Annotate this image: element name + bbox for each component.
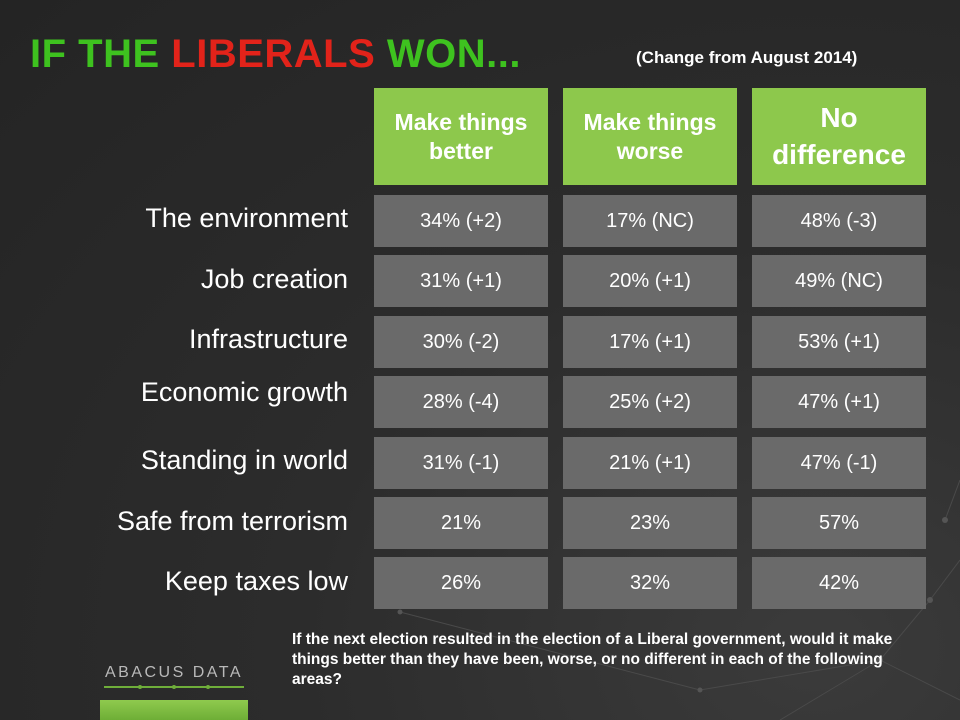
cell-infrastructure-no-difference: 53% (+1) xyxy=(752,316,926,368)
logo-line-decoration xyxy=(104,685,244,689)
cell-standing-in-world-no-difference: 47% (-1) xyxy=(752,437,926,489)
row-label-environment: The environment xyxy=(145,203,348,233)
cell-job-creation-better: 31% (+1) xyxy=(374,255,548,307)
column-header-no-difference: No difference xyxy=(752,88,926,185)
row-label-job-creation: Job creation xyxy=(200,264,348,294)
row-label-economic-growth: Economic growth xyxy=(140,377,348,407)
cell-economic-growth-better: 28% (-4) xyxy=(374,376,548,428)
cell-keep-taxes-low-better: 26% xyxy=(374,557,548,609)
row-label-infrastructure: Infrastructure xyxy=(188,324,348,354)
cell-safe-from-terrorism-no-difference: 57% xyxy=(752,497,926,549)
column-header-no-difference-line2: difference xyxy=(772,138,906,170)
row-label-standing-in-world: Standing in world xyxy=(140,445,348,475)
cell-economic-growth-worse: 25% (+2) xyxy=(563,376,737,428)
title-part-3: WON... xyxy=(375,32,521,76)
survey-question: If the next election resulted in the ele… xyxy=(292,631,893,688)
page-title: IF THE LIBERALS WON... xyxy=(30,28,521,80)
cell-standing-in-world-better: 31% (-1) xyxy=(374,437,548,489)
cell-safe-from-terrorism-worse: 23% xyxy=(563,497,737,549)
cell-job-creation-worse: 20% (+1) xyxy=(563,255,737,307)
cell-standing-in-world-worse: 21% (+1) xyxy=(563,437,737,489)
cell-safe-from-terrorism-better: 21% xyxy=(374,497,548,549)
column-header-worse-line2: worse xyxy=(616,137,684,164)
title-part-1: IF THE xyxy=(30,32,172,76)
cell-environment-better: 34% (+2) xyxy=(374,195,548,247)
column-header-better-line2: better xyxy=(429,137,493,164)
cell-environment-worse: 17% (NC) xyxy=(563,195,737,247)
cell-keep-taxes-low-no-difference: 42% xyxy=(752,557,926,609)
cell-infrastructure-worse: 17% (+1) xyxy=(563,316,737,368)
logo-green-block xyxy=(100,700,248,720)
column-header-worse: Make things worse xyxy=(563,88,737,185)
column-header-better-line1: Make things xyxy=(394,108,528,135)
logo-text: ABACUS DATA xyxy=(104,664,244,681)
row-label-safe-from-terrorism: Safe from terrorism xyxy=(116,506,348,536)
cell-job-creation-no-difference: 49% (NC) xyxy=(752,255,926,307)
cell-economic-growth-no-difference: 47% (+1) xyxy=(752,376,926,428)
cell-infrastructure-better: 30% (-2) xyxy=(374,316,548,368)
cell-environment-no-difference: 48% (-3) xyxy=(752,195,926,247)
subtitle: (Change from August 2014) xyxy=(636,48,858,67)
title-part-liberals: LIBERALS xyxy=(171,32,376,76)
column-header-better: Make things better xyxy=(374,88,548,185)
column-header-no-difference-line1: No xyxy=(820,102,858,134)
column-header-worse-line1: Make things xyxy=(583,108,717,135)
row-label-keep-taxes-low: Keep taxes low xyxy=(164,566,348,596)
abacus-data-logo: ABACUS DATA xyxy=(104,664,244,689)
cell-keep-taxes-low-worse: 32% xyxy=(563,557,737,609)
